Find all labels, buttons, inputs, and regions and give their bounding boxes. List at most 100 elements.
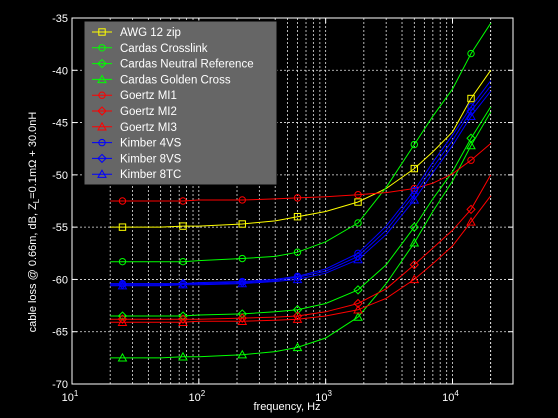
data-point-marker — [178, 317, 188, 327]
legend-label: Cardas Golden Cross — [120, 74, 231, 86]
data-point-marker — [292, 342, 303, 352]
legend-marker — [97, 169, 107, 178]
data-point-marker — [238, 196, 246, 204]
y-axis-label-main: cable loss @ 0.66m, dB, Z — [27, 203, 39, 332]
y-tick-label: -70 — [52, 379, 68, 391]
y-tick-label: -65 — [52, 327, 68, 339]
data-point-marker — [353, 254, 363, 264]
y-tick-label: -35 — [52, 13, 68, 25]
data-point-marker — [237, 349, 248, 359]
legend-label: AWG 12 zip — [120, 27, 181, 39]
x-tick-label: 102 — [188, 389, 205, 404]
legend: AWG 12 zip Cardas Crosslink Cardas Neutral… — [83, 20, 278, 186]
legend-label: Kimber 4VS — [120, 138, 182, 150]
y-axis-label: cable loss @ 0.66m, dB, ZL=0.1mΩ + 30.0n… — [27, 112, 41, 333]
y-tick-label: -50 — [52, 170, 68, 182]
data-point-marker — [292, 272, 303, 283]
legend-box — [83, 20, 278, 186]
data-point-marker — [237, 313, 247, 323]
series-4 — [110, 143, 492, 205]
data-point-marker — [117, 317, 128, 327]
data-point-marker — [409, 260, 420, 270]
y-tick-label: -40 — [52, 65, 68, 77]
data-point-marker — [117, 352, 128, 362]
data-point-marker — [410, 184, 419, 193]
data-point-marker — [353, 298, 363, 309]
data-point-marker — [409, 222, 420, 232]
series-layer — [110, 22, 492, 362]
y-axis-label-tail: =0.1mΩ + 30.0nH — [27, 112, 39, 199]
series-line — [110, 22, 492, 263]
data-point-marker — [466, 106, 476, 116]
data-point-marker — [354, 219, 362, 227]
data-point-marker — [179, 222, 187, 230]
plot-frame — [71, 17, 514, 385]
series-line — [110, 106, 492, 317]
series-line — [110, 85, 492, 286]
data-point-marker — [237, 278, 248, 288]
data-point-marker — [238, 220, 246, 228]
data-point-marker — [292, 305, 303, 315]
data-point-marker — [409, 190, 420, 200]
series-line — [110, 143, 492, 202]
data-point-marker — [238, 254, 246, 263]
legend-marker — [97, 74, 107, 84]
data-point-marker — [178, 279, 188, 289]
series-line — [110, 111, 492, 359]
legend-marker — [98, 44, 106, 52]
data-point-marker — [467, 94, 475, 103]
legend-label: Cardas Crosslink — [120, 43, 208, 55]
data-point-marker — [237, 316, 248, 325]
data-point-marker — [179, 257, 187, 266]
data-point-marker — [353, 285, 363, 295]
y-tick-label: -45 — [52, 118, 68, 130]
series-3 — [110, 111, 492, 362]
data-point-marker — [179, 197, 187, 205]
data-point-marker — [354, 191, 362, 199]
data-point-marker — [178, 314, 188, 324]
data-point-marker — [466, 204, 476, 215]
series-6 — [110, 195, 492, 327]
data-point-marker — [466, 140, 476, 150]
legend-marker — [98, 91, 106, 99]
data-point-marker — [353, 312, 363, 321]
series-line — [110, 80, 492, 285]
data-point-marker — [292, 274, 303, 284]
series-9 — [110, 90, 492, 290]
x-tick-label: 101 — [62, 389, 79, 404]
data-point-marker — [467, 49, 475, 58]
series-line — [110, 174, 492, 320]
data-point-marker — [293, 248, 302, 256]
series-5 — [110, 174, 492, 324]
x-axis-label: frequency, Hz — [253, 401, 320, 413]
legend-label: Goertz MI2 — [120, 106, 177, 118]
data-point-marker — [118, 197, 127, 205]
data-point-marker — [467, 156, 475, 164]
data-point-marker — [117, 280, 128, 290]
series-line — [110, 90, 492, 287]
legend-marker — [98, 138, 106, 147]
legend-label: Kimber 8VS — [120, 153, 182, 165]
data-point-marker — [117, 311, 128, 321]
data-point-marker — [409, 194, 420, 204]
data-point-marker — [292, 314, 303, 323]
legend-label: Cardas Neutral Reference — [120, 59, 254, 71]
x-tick-label: 104 — [442, 389, 459, 404]
series-line — [110, 195, 492, 323]
data-point-marker — [353, 251, 363, 262]
y-tick-label: -60 — [52, 274, 68, 286]
legend-marker — [97, 58, 107, 69]
legend-marker — [98, 28, 106, 36]
data-point-marker — [410, 164, 419, 173]
data-point-marker — [117, 314, 128, 324]
y-axis-label-sub: L — [32, 198, 41, 203]
legend-marker — [97, 121, 107, 131]
legend-marker — [97, 153, 107, 164]
data-point-marker — [409, 274, 420, 284]
legend-marker — [97, 106, 107, 116]
data-point-marker — [178, 311, 188, 321]
data-point-marker — [466, 216, 476, 226]
y-tick-label: -55 — [52, 222, 68, 234]
